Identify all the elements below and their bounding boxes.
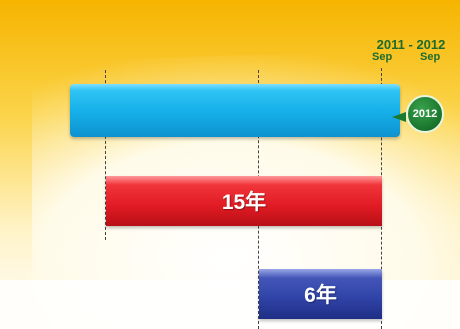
period-start-year: 2011 xyxy=(376,37,405,52)
period-end-year: 2012 xyxy=(416,37,446,52)
timeline-bar-navy: 6年 xyxy=(259,269,382,319)
period-start-month: Sep xyxy=(372,51,393,63)
bar-label-blue xyxy=(70,84,400,137)
period-end-month: Sep xyxy=(420,51,441,63)
marker-line-left xyxy=(105,70,106,240)
timeline-bar-red: 15年 xyxy=(106,176,382,226)
year-badge: 2012 xyxy=(406,95,444,133)
badge-pointer xyxy=(392,112,406,122)
timeline-bar-blue xyxy=(70,84,400,137)
bar-label-navy: 6年 xyxy=(304,284,337,307)
bar-label-red: 15年 xyxy=(221,191,267,214)
year-badge-label: 2012 xyxy=(412,108,438,120)
period-year-range: 2011 - 2012 xyxy=(368,38,454,51)
period-separator: - xyxy=(408,37,413,52)
